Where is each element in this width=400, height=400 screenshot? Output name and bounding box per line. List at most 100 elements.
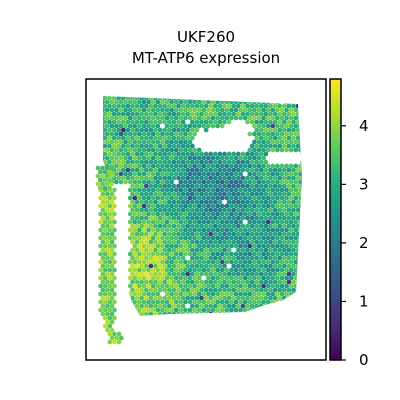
expression-spot xyxy=(173,283,179,289)
expression-spot xyxy=(105,295,110,301)
expression-spot xyxy=(171,223,177,229)
expression-spot xyxy=(150,275,156,281)
expression-spot xyxy=(263,231,269,237)
expression-spot xyxy=(222,159,227,165)
expression-spot xyxy=(199,111,204,117)
expression-spot xyxy=(293,139,299,145)
expression-spot xyxy=(105,319,110,325)
expression-spot xyxy=(224,267,230,273)
expression-spot xyxy=(104,147,110,153)
expression-spot xyxy=(100,247,106,253)
expression-spot xyxy=(261,235,266,241)
expression-spot xyxy=(132,243,138,249)
expression-spot xyxy=(270,115,276,121)
expression-spot xyxy=(288,259,294,265)
expression-spot xyxy=(242,179,248,185)
expression-spot xyxy=(160,243,165,249)
expression-spot xyxy=(231,303,237,309)
expression-spot xyxy=(242,195,248,201)
expression-spot xyxy=(275,115,280,121)
expression-spot xyxy=(272,103,278,109)
expression-spot xyxy=(215,187,220,193)
expression-spot xyxy=(242,115,248,121)
expression-spot xyxy=(279,195,285,201)
expression-spot xyxy=(231,207,237,213)
expression-spot xyxy=(249,119,255,125)
expression-spot xyxy=(215,99,220,105)
expression-spot xyxy=(295,167,301,173)
expression-spot xyxy=(178,243,184,249)
expression-spot xyxy=(210,259,216,265)
expression-spot xyxy=(201,227,207,233)
expression-spot xyxy=(222,119,227,125)
expression-spot xyxy=(261,227,266,233)
expression-spot xyxy=(235,303,241,309)
expression-spot xyxy=(130,151,135,157)
expression-spot xyxy=(203,103,209,109)
expression-spot xyxy=(189,143,195,149)
expression-spot xyxy=(150,259,156,265)
expression-spot xyxy=(178,107,184,113)
expression-spot xyxy=(112,227,117,233)
expression-spot xyxy=(180,271,186,277)
expression-spot xyxy=(107,203,113,209)
expression-spot xyxy=(139,295,145,301)
expression-spot xyxy=(238,155,243,161)
expression-spot xyxy=(164,259,170,265)
expression-spot xyxy=(258,239,264,245)
expression-spot xyxy=(116,135,122,141)
expression-spot xyxy=(231,103,237,109)
expression-spot xyxy=(270,275,276,281)
expression-spot xyxy=(103,111,108,117)
expression-spot xyxy=(139,223,145,229)
expression-spot xyxy=(235,191,241,197)
expression-spot xyxy=(293,115,299,121)
expression-spot xyxy=(215,275,220,281)
expression-spot xyxy=(166,135,172,141)
expression-spot xyxy=(224,155,230,161)
expression-spot xyxy=(215,299,220,305)
expression-spot xyxy=(112,195,117,201)
expression-spot xyxy=(130,143,135,149)
expression-spot xyxy=(288,187,294,193)
expression-spot xyxy=(143,199,149,205)
expression-spot xyxy=(102,299,108,305)
expression-spot xyxy=(219,195,225,201)
expression-spot xyxy=(272,207,278,213)
expression-spot xyxy=(148,167,154,173)
expression-spot xyxy=(180,119,186,125)
expression-spot xyxy=(141,203,147,209)
expression-spot xyxy=(293,171,299,177)
expression-spot xyxy=(199,255,204,261)
expression-spot xyxy=(143,111,149,117)
expression-spot xyxy=(123,123,128,129)
expression-spot xyxy=(153,279,158,285)
expression-spot xyxy=(231,167,237,173)
expression-spot xyxy=(105,255,110,261)
expression-spot xyxy=(109,255,115,261)
expression-spot xyxy=(185,207,191,213)
expression-spot xyxy=(247,267,253,273)
expression-spot xyxy=(155,243,161,249)
expression-spot xyxy=(226,295,232,301)
expression-spot xyxy=(258,175,264,181)
expression-spot xyxy=(275,211,280,217)
expression-spot xyxy=(194,287,200,293)
expression-spot xyxy=(206,227,211,233)
expression-spot xyxy=(155,107,161,113)
expression-spot xyxy=(210,243,216,249)
expression-spot xyxy=(153,215,158,221)
expression-spot xyxy=(254,215,260,221)
expression-spot xyxy=(143,263,149,269)
expression-spot xyxy=(183,219,188,225)
expression-spot xyxy=(160,299,165,305)
expression-spot xyxy=(284,243,289,249)
expression-spot xyxy=(235,175,241,181)
expression-spot xyxy=(203,239,209,245)
expression-spot xyxy=(155,139,161,145)
expression-spot xyxy=(141,251,147,257)
expression-spot xyxy=(268,279,273,285)
expression-spot xyxy=(112,315,117,321)
expression-spot xyxy=(235,255,241,261)
expression-spot xyxy=(125,143,131,149)
